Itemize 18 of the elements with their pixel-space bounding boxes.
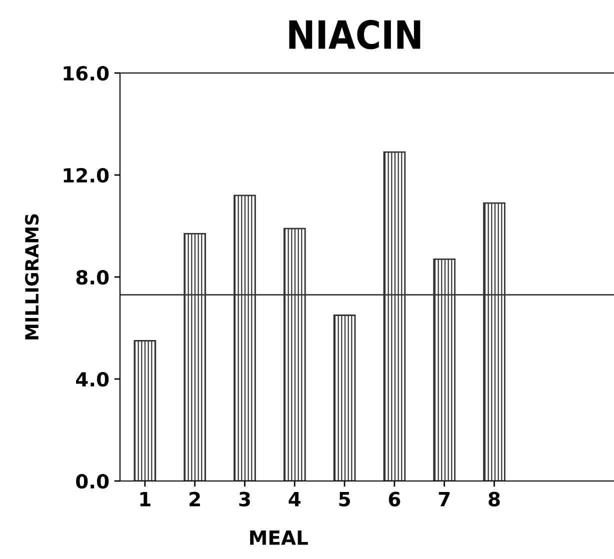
y-tick-label: 4.0 [76, 372, 109, 387]
bar [134, 340, 156, 481]
x-axis-title: MEAL [250, 530, 308, 545]
x-tick-label: 6 [388, 492, 400, 506]
bar [333, 314, 356, 481]
chart-title: NIACIN [289, 20, 420, 50]
x-tick-label: 2 [190, 492, 200, 506]
y-tick-label: 0.0 [76, 474, 109, 489]
x-tick-label: 7 [438, 492, 450, 506]
x-tick-label: 8 [488, 492, 500, 506]
y-axis-title: MILLIGRAMS [25, 214, 39, 340]
y-tick-label: 12.0 [64, 168, 109, 183]
y-tick-label: 8.0 [76, 270, 109, 285]
x-tick-label: 4 [288, 492, 301, 506]
x-tick-label: 5 [339, 492, 350, 506]
x-tick-label: 1 [140, 492, 150, 506]
y-tick-label: 16.0 [64, 66, 109, 81]
x-tick-label: 3 [239, 492, 250, 506]
